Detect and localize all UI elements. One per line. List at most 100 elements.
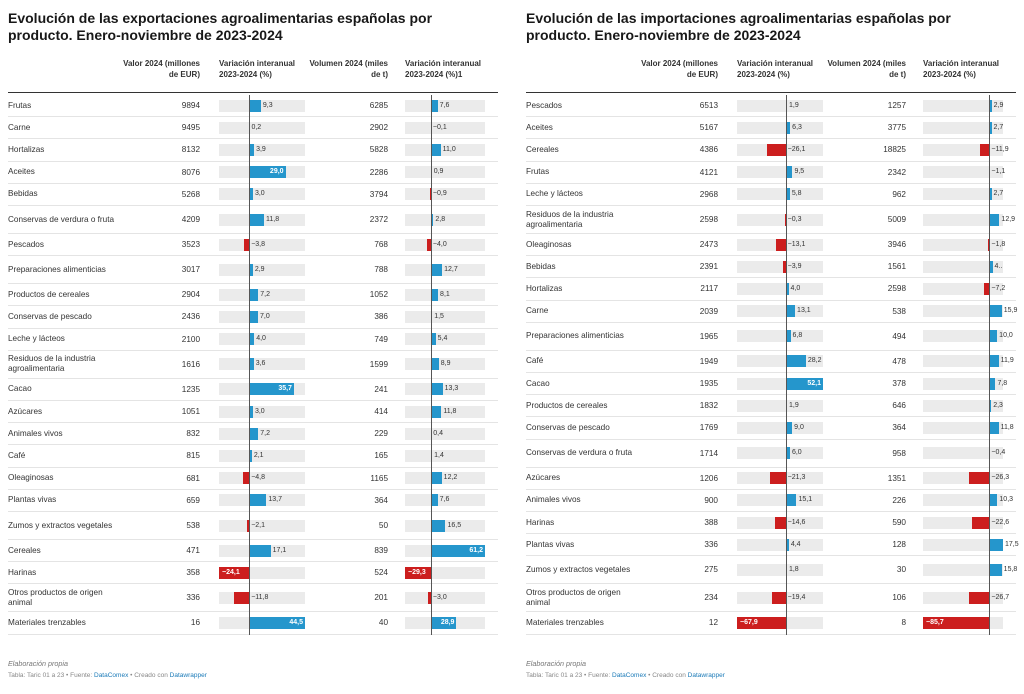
valor-cell: 2904 xyxy=(181,290,200,300)
row-name: Bebidas xyxy=(526,261,556,271)
volumen-cell: 386 xyxy=(374,312,388,322)
valor-cell: 4386 xyxy=(699,145,718,155)
source-link[interactable]: DataComex xyxy=(612,672,647,679)
var-volumen-label: 10,3 xyxy=(999,496,1014,504)
var-valor-bar xyxy=(785,188,790,201)
table-row: Pescados 6513 1,9 1257 2,9 xyxy=(526,95,1016,118)
var-valor-label: 5,8 xyxy=(791,190,802,198)
exports-panel: Evolución de las exportaciones agroalime… xyxy=(8,0,508,694)
var-valor-bar-track xyxy=(737,399,823,412)
var-volumen-bar-track xyxy=(405,333,485,346)
volumen-cell: 5828 xyxy=(369,145,388,155)
var-volumen-bar-track xyxy=(405,263,485,276)
var-volumen-label: −7,2 xyxy=(991,284,1006,292)
volumen-cell: 165 xyxy=(374,451,388,461)
valor-cell: 358 xyxy=(186,568,200,578)
valor-cell: 815 xyxy=(186,451,200,461)
volumen-cell: 494 xyxy=(892,331,906,341)
var-valor-bar xyxy=(785,355,806,368)
var-volumen-label: 2,7 xyxy=(993,123,1004,131)
var-volumen-bar xyxy=(989,447,990,460)
var-volumen-bar xyxy=(427,238,431,251)
volumen-cell: 1561 xyxy=(887,262,906,272)
table-row: Carne 9495 0,2 2902 −0,1 xyxy=(8,117,498,140)
table-row: Otros productos de origen animal 336 −11,8… xyxy=(8,584,498,613)
volumen-cell: 2902 xyxy=(369,123,388,133)
valor-cell: 336 xyxy=(186,593,200,603)
var-valor-label: 52,1 xyxy=(807,379,821,387)
var-volumen-bar-track xyxy=(923,399,1003,412)
var-valor-bar xyxy=(770,472,786,485)
var-valor-bar xyxy=(249,494,267,507)
tool-link[interactable]: Datawrapper xyxy=(169,672,207,679)
var-volumen-label: −29,3 xyxy=(408,568,426,576)
table-row: Materiales trenzables 16 44,5 40 28,9 xyxy=(8,612,498,635)
volumen-cell: 839 xyxy=(374,546,388,556)
volumen-cell: 1257 xyxy=(887,101,906,111)
var-volumen-label: −0,1 xyxy=(432,123,447,131)
row-name: Azúcares xyxy=(8,406,43,416)
var-valor-bar-track xyxy=(737,330,823,343)
source-line: Tabla: Taric 01 a 23 • Fuente: DataComex… xyxy=(526,672,725,679)
var-valor-bar-track xyxy=(219,405,305,418)
col-header-var-valor: Variación interanual 2023-2024 (%) xyxy=(219,59,296,79)
var-valor-label: −24,1 xyxy=(222,568,240,576)
var-valor-bar-track xyxy=(219,519,305,532)
row-name: Plantas vivas xyxy=(526,539,575,549)
var-valor-label: 13,7 xyxy=(268,496,282,504)
chart-title: Evolución de las importaciones agroalime… xyxy=(526,10,951,43)
var-volumen-label: 2,9 xyxy=(993,101,1004,109)
var-volumen-bar-track xyxy=(405,472,485,485)
var-valor-bar xyxy=(249,358,254,371)
row-name: Bebidas xyxy=(8,189,38,199)
var-volumen-bar-track xyxy=(405,591,485,604)
valor-cell: 2100 xyxy=(181,334,200,344)
var-volumen-bar-track xyxy=(405,213,485,226)
valor-cell: 1714 xyxy=(699,448,718,458)
row-name: Leche y lácteos xyxy=(526,189,583,199)
valor-cell: 3017 xyxy=(181,265,200,275)
table-row: Residuos de la industria agroalimentaria… xyxy=(526,206,1016,234)
var-valor-bar xyxy=(785,421,793,434)
var-valor-bar xyxy=(219,566,250,579)
var-valor-bar xyxy=(249,405,253,418)
table-row: Otros productos de origen animal 234 −19,4… xyxy=(526,584,1016,613)
source-mid: • Creado con xyxy=(128,672,170,679)
table-row: Hortalizas 8132 3,9 5828 11,0 xyxy=(8,139,498,162)
col-header-valor: Valor 2024 (millones de EUR) xyxy=(641,59,718,79)
var-valor-bar xyxy=(782,260,786,273)
var-volumen-bar-track xyxy=(923,538,1003,551)
volumen-cell: 1351 xyxy=(887,473,906,483)
valor-cell: 9894 xyxy=(181,101,200,111)
table-row: Carne 2039 13,1 538 15,9 xyxy=(526,301,1018,323)
var-valor-bar xyxy=(766,143,786,156)
var-volumen-bar-track xyxy=(923,213,1003,226)
valor-cell: 16 xyxy=(190,618,200,628)
col-header-valor: Valor 2024 (millones de EUR) xyxy=(123,59,200,79)
var-volumen-label: 11,8 xyxy=(443,407,457,415)
valor-cell: 2391 xyxy=(699,262,718,272)
var-volumen-label: 1,4 xyxy=(434,451,444,459)
var-volumen-bar xyxy=(430,288,439,301)
volumen-cell: 962 xyxy=(892,189,906,199)
var-volumen-bar-track xyxy=(923,121,1003,134)
tool-link[interactable]: Datawrapper xyxy=(687,672,725,679)
var-valor-bar-track xyxy=(219,99,305,112)
row-name: Hortalizas xyxy=(526,283,563,293)
valor-cell: 2436 xyxy=(181,312,200,322)
var-volumen-bar-track xyxy=(923,330,1003,343)
var-volumen-label: −1,8 xyxy=(991,240,1006,248)
var-volumen-bar-track xyxy=(923,238,1003,251)
var-volumen-label: 15,9 xyxy=(1003,307,1018,315)
source-link[interactable]: DataComex xyxy=(94,672,129,679)
var-volumen-label: 7,6 xyxy=(439,101,450,109)
var-valor-label: 9,3 xyxy=(262,101,273,109)
var-valor-label: 7,2 xyxy=(260,429,270,437)
var-volumen-label: 13,3 xyxy=(444,385,459,393)
var-valor-label: −67,9 xyxy=(740,618,758,626)
var-valor-bar xyxy=(785,538,789,551)
var-volumen-label: 2,7 xyxy=(993,190,1004,198)
table-row: Pescados 3523 −3,8 768 −4,0 xyxy=(8,234,498,257)
row-name: Frutas xyxy=(526,167,550,177)
row-name: Azúcares xyxy=(526,473,561,483)
